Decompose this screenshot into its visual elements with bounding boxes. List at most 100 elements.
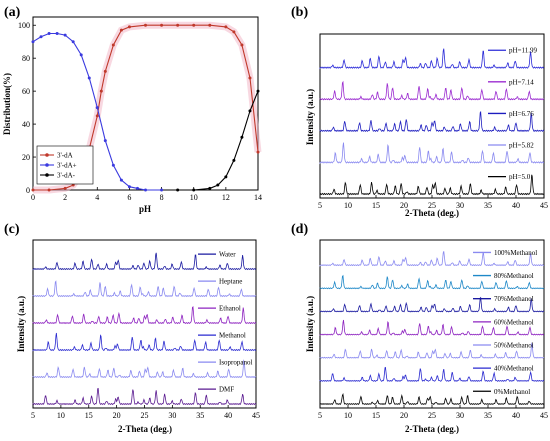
panel-d-series: 100%Methanol 80%Methanol 70%Methanol 60%Met… [319,249,545,408]
xrd-trace-5 [319,366,545,382]
x-tick-label: 5 [31,411,35,420]
legend-label: 3'-dA+ [57,162,77,170]
panel-c-x-axis-title: 2-Theta (deg.) [118,424,172,434]
data-point [39,35,43,39]
x-tick-label: 10 [190,193,198,202]
x-tick-label: 25 [141,411,149,420]
legend-label: 70%Methanol [494,295,534,303]
xrd-trace-1 [319,274,545,290]
data-point [103,139,107,143]
data-point [232,30,236,34]
data-point [31,40,35,44]
data-point [224,175,228,179]
panel-d-x-axis-title: 2-Theta (deg.) [405,424,459,434]
legend-label: 60%Methanol [494,318,534,326]
data-point [135,186,139,190]
legend-marker [45,173,49,177]
panel-a-y-axis-title: Distribution(%) [2,73,12,135]
panel-d-y-axis-title: Intensity (a.u.) [305,296,315,352]
data-point [216,183,220,187]
y-tick-label: 80 [22,54,30,63]
x-tick-label: 25 [428,201,436,210]
x-tick-label: 45 [252,411,260,420]
data-point [95,106,99,110]
data-point [55,31,59,35]
panel-c: (c) Water Heptane Ethanol Methanol Isopropan… [4,222,260,434]
panel-d: (d) 100%Methanol80%Methanol70%Methanol60… [291,222,548,434]
panel-b-y-axis-title: Intensity (a.u.) [305,89,315,145]
x-tick-label: 2 [63,193,67,202]
x-tick-label: 10 [57,411,65,420]
xrd-trace-6 [319,393,545,406]
x-tick-label: 40 [512,201,520,210]
data-point [224,25,228,29]
legend-label: Water [219,251,236,259]
xrd-trace-1 [319,80,545,101]
panel-b-series: pH=11.99 pH=7.14 pH=6.76 pH=5.82 pH=5.0 [319,47,545,198]
xrd-trace-0 [32,252,257,271]
data-point [79,53,83,57]
x-tick-label: 20 [400,411,408,420]
data-point [47,31,51,35]
data-point [256,89,260,93]
data-point [248,109,252,113]
data-point [240,135,244,139]
x-tick-label: 8 [160,193,164,202]
panel-a-letter: (a) [4,5,21,20]
panel-b-letter: (b) [291,5,308,20]
panel-a-x-axis-title: pH [139,204,151,214]
data-point [176,23,180,27]
data-point [111,163,115,167]
y-tick-label: 60 [22,87,30,96]
x-tick-label: 35 [196,411,204,420]
x-tick-label: 10 [344,201,352,210]
data-point [127,25,131,29]
data-point [144,188,147,192]
legend-label: 50%Methanol [494,341,534,349]
x-tick-label: 15 [85,411,93,420]
legend-label: 0%Methanol [494,388,530,396]
x-tick-label: 35 [484,411,492,420]
data-point [192,188,196,192]
legend-label: Methanol [219,332,246,340]
xrd-trace-2 [319,296,545,313]
legend-label: 80%Methanol [494,272,534,280]
x-tick-label: 5 [318,411,322,420]
panel-a: (a) 0 2 4 6 8 10 12 14 0 20 40 60 80 100 pH Distribu… [2,5,262,214]
xrd-trace-0 [319,48,545,70]
legend-label: Heptane [219,278,242,286]
data-point [99,89,103,93]
data-point [192,23,196,27]
legend-label: DMF [219,386,234,394]
xrd-trace-3 [32,332,257,352]
x-tick-label: 45 [540,411,548,420]
data-point [208,23,212,27]
x-tick-label: 35 [484,201,492,210]
x-tick-label: 30 [456,411,464,420]
data-point [71,183,75,187]
x-tick-label: 10 [344,411,352,420]
xrd-trace-2 [32,306,257,325]
data-point [47,188,51,192]
legend-label: pH=5.82 [509,142,534,150]
xrd-trace-4 [32,359,257,379]
series-line-1 [32,32,162,191]
data-point [256,150,260,154]
legend-label: pH=5.0 [509,173,531,181]
data-point [31,188,35,192]
data-point [144,23,147,27]
legend-label: pH=6.76 [509,110,534,118]
panel-a-x-tick-labels: 0 2 4 6 8 10 12 14 [31,193,262,202]
data-point [119,28,123,32]
data-point [127,185,131,189]
legend-label: 40%Methanol [494,365,534,373]
legend-marker [45,153,49,157]
panel-c-x-tick-labels: 5 10 15 20 25 30 35 40 45 [31,411,260,420]
y-tick-label: 20 [22,153,30,162]
data-point [119,178,123,182]
panel-c-letter: (c) [4,222,20,237]
xrd-trace-3 [319,142,545,165]
x-tick-label: 20 [113,411,121,420]
xrd-trace-2 [319,110,545,133]
